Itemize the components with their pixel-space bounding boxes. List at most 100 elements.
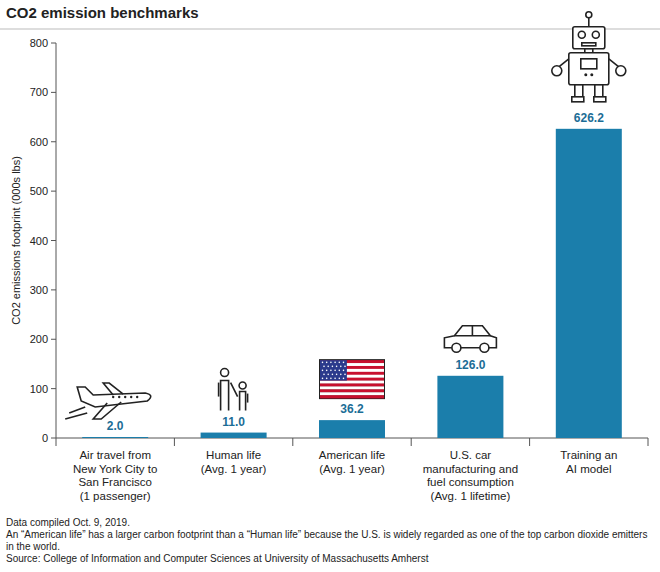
- person-head: [239, 382, 246, 389]
- data-label: 36.2: [340, 402, 364, 416]
- y-tick-label: 300: [30, 284, 48, 296]
- bar: [556, 129, 622, 438]
- robot-arm: [609, 59, 619, 67]
- person-arm: [247, 394, 249, 403]
- person-arm: [218, 383, 220, 397]
- plane-window: [118, 396, 120, 398]
- flag-star: [327, 374, 329, 376]
- flag-star: [339, 362, 341, 364]
- flag-star: [334, 378, 336, 380]
- robot-eye: [578, 31, 585, 38]
- flag-stripe: [320, 381, 384, 384]
- plane-trail: [65, 413, 87, 419]
- y-axis: [56, 43, 57, 438]
- plane-body: [77, 387, 151, 407]
- robot-button: [584, 73, 587, 76]
- flag-canton: [320, 360, 347, 380]
- car-line: [454, 335, 490, 337]
- flag-star: [336, 374, 338, 376]
- robot-head: [573, 27, 605, 49]
- flag-star: [323, 374, 325, 376]
- flag-border: [319, 359, 385, 399]
- flag-star: [344, 374, 346, 376]
- icon: [552, 12, 626, 102]
- notes: Data compiled Oct. 9, 2019.An “American …: [6, 517, 654, 565]
- person-body: [240, 392, 246, 411]
- flag-star: [322, 378, 324, 380]
- category-separator: [292, 438, 293, 446]
- title: CO2 emission benchmarks: [6, 4, 199, 21]
- person-arm: [231, 383, 238, 397]
- flag-star: [343, 370, 345, 372]
- robot-button: [590, 73, 593, 76]
- flag-star: [330, 362, 332, 364]
- icon: [319, 359, 385, 399]
- flag-star: [340, 374, 342, 376]
- note: Data compiled Oct. 9, 2019.: [6, 517, 654, 529]
- bar: [201, 433, 267, 438]
- y-tick: [51, 438, 56, 439]
- data-label: 626.2: [574, 111, 604, 125]
- flag-star: [336, 366, 338, 368]
- category-separator: [529, 438, 530, 446]
- y-tick: [51, 240, 56, 241]
- flag-star: [326, 378, 328, 380]
- y-tick: [51, 388, 56, 389]
- flag-star: [326, 362, 328, 364]
- bar: [319, 420, 385, 438]
- plane-window: [124, 396, 126, 398]
- car-pillar: [472, 326, 474, 336]
- y-tick-label: 100: [30, 383, 48, 395]
- note: Source: College of Information and Compu…: [6, 553, 654, 565]
- chart: CO2 emission benchmarksCO2 emissions foo…: [0, 0, 660, 515]
- bar: [82, 437, 148, 438]
- x-tick-label: American life(Avg. 1 year): [319, 449, 385, 475]
- flag-star: [343, 362, 345, 364]
- bars: [82, 129, 622, 438]
- flag-star: [332, 374, 334, 376]
- plane-window: [130, 396, 132, 398]
- y-tick-label: 600: [30, 136, 48, 148]
- plane-window: [136, 396, 138, 398]
- y-tick: [51, 191, 56, 192]
- plane-trail: [69, 407, 85, 413]
- y-tick-label: 800: [30, 37, 48, 49]
- flag-star: [334, 370, 336, 372]
- flag-stripe: [320, 386, 384, 389]
- flag-stripe: [320, 392, 384, 395]
- data-label: 126.0: [455, 358, 485, 372]
- y-tick-label: 500: [30, 185, 48, 197]
- flag-stripe: [320, 395, 384, 398]
- car-wheel: [452, 343, 461, 352]
- y-tick: [51, 289, 56, 290]
- flag-star: [330, 378, 332, 380]
- category-separator: [648, 438, 649, 446]
- y-tick-label: 700: [30, 86, 48, 98]
- flag-star: [327, 366, 329, 368]
- person-head: [221, 369, 229, 377]
- flag-star: [322, 362, 324, 364]
- category-separator: [411, 438, 412, 446]
- flag-star: [339, 378, 341, 380]
- person-body: [221, 381, 229, 411]
- y-tick-label: 200: [30, 333, 48, 345]
- flag-stripe: [320, 389, 384, 392]
- flag-star: [322, 370, 324, 372]
- y-tick: [51, 339, 56, 340]
- robot-leg: [595, 85, 603, 97]
- data-label: 2.0: [107, 419, 124, 433]
- x-tick-label: Air travel fromNew York City toSan Franc…: [73, 449, 157, 502]
- robot-antenna-tip: [586, 12, 592, 18]
- flag-star: [344, 366, 346, 368]
- robot-eye: [592, 31, 599, 38]
- icon: [444, 326, 496, 353]
- x-tick-label: Training anAI model: [560, 449, 617, 475]
- flag-star: [330, 370, 332, 372]
- plane-wing: [103, 383, 123, 395]
- robot-panel: [581, 59, 597, 69]
- y-tick: [51, 92, 56, 93]
- x-tick-label: Human life(Avg. 1 year): [201, 449, 267, 475]
- flag-stripe: [320, 384, 384, 387]
- data-label: 11.0: [222, 415, 245, 429]
- robot-foot: [572, 97, 584, 102]
